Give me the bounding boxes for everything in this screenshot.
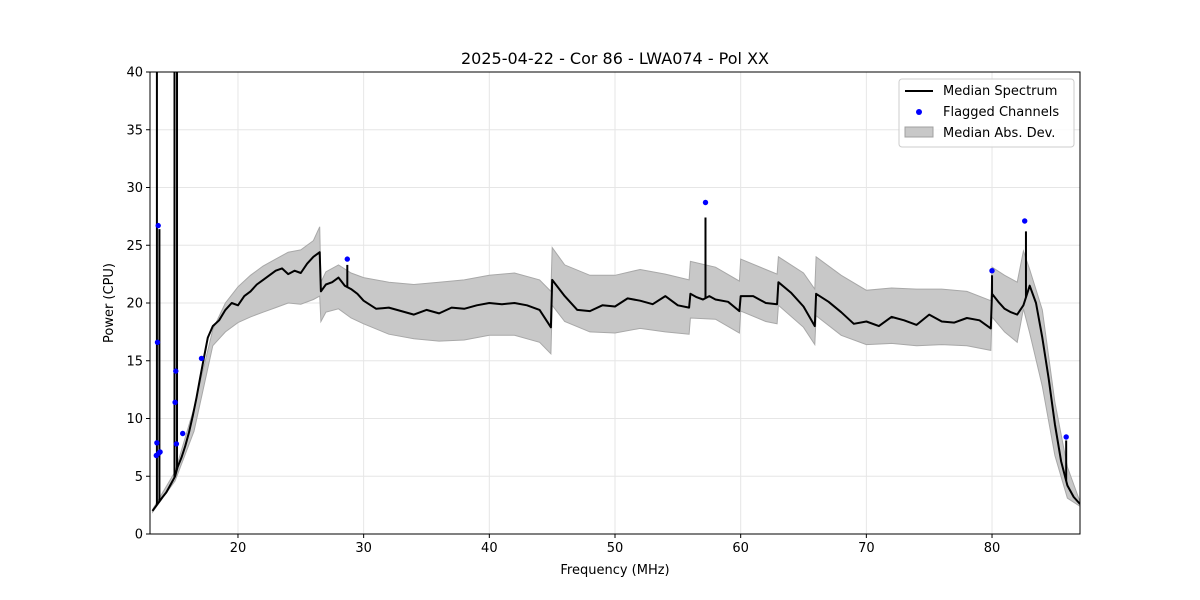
flagged-channel-point [155, 222, 161, 229]
y-tick-label: 5 [135, 470, 143, 485]
flagged-channel-point [344, 256, 350, 262]
x-tick-label: 40 [481, 541, 498, 556]
flagged-channel-point [1021, 218, 1028, 224]
flagged-channel-point [180, 430, 186, 437]
flagged-channel-point [172, 399, 178, 405]
y-tick-label: 15 [126, 354, 143, 369]
legend-band-swatch [904, 126, 934, 138]
x-axis-label: Frequency (MHz) [560, 563, 669, 578]
mad-band-layer [152, 226, 1080, 514]
x-tick-label: 30 [355, 541, 372, 556]
y-axis-ticks: 0 5 10 15 20 25 30 35 40 [126, 66, 150, 543]
legend-marker-swatch [916, 109, 922, 115]
median-spectrum-line [151, 251, 1080, 512]
x-tick-label: 80 [984, 541, 1001, 556]
y-tick-label: 30 [126, 181, 143, 196]
legend: Median Spectrum Flagged Channels Median … [898, 78, 1075, 148]
y-tick-label: 40 [126, 66, 143, 81]
chart-title: 2025-04-22 - Cor 86 - LWA074 - Pol XX [461, 49, 769, 68]
flagged-channel-point [173, 368, 179, 374]
flagged-channel-point [154, 440, 160, 446]
x-tick-label: 60 [732, 541, 749, 556]
y-tick-label: 20 [126, 297, 143, 312]
y-tick-label: 35 [126, 123, 143, 138]
legend-label-mad: Median Abs. Dev. [943, 126, 1055, 141]
flagged-marker-layer [153, 199, 1069, 459]
flagged-channel-point [157, 449, 163, 455]
legend-box [898, 78, 1075, 148]
flagged-channel-point [173, 441, 180, 447]
y-tick-label: 0 [135, 528, 143, 543]
x-axis-ticks: 20 30 40 50 60 70 80 [230, 534, 1001, 556]
y-tick-label: 10 [126, 412, 143, 427]
flagged-channel-point [989, 268, 995, 274]
flagged-channel-point [702, 199, 709, 206]
legend-label-flagged: Flagged Channels [943, 105, 1059, 120]
x-tick-label: 20 [230, 541, 247, 556]
x-tick-label: 50 [607, 541, 624, 556]
flagged-channel-point [154, 339, 161, 345]
legend-label-median: Median Spectrum [943, 84, 1057, 99]
flagged-channel-point [198, 355, 205, 362]
y-tick-label: 25 [126, 239, 143, 254]
x-tick-label: 70 [858, 541, 875, 556]
flagged-channel-point [1063, 434, 1069, 440]
y-axis-label: Power (CPU) [102, 263, 117, 343]
mad-band [152, 226, 1080, 514]
